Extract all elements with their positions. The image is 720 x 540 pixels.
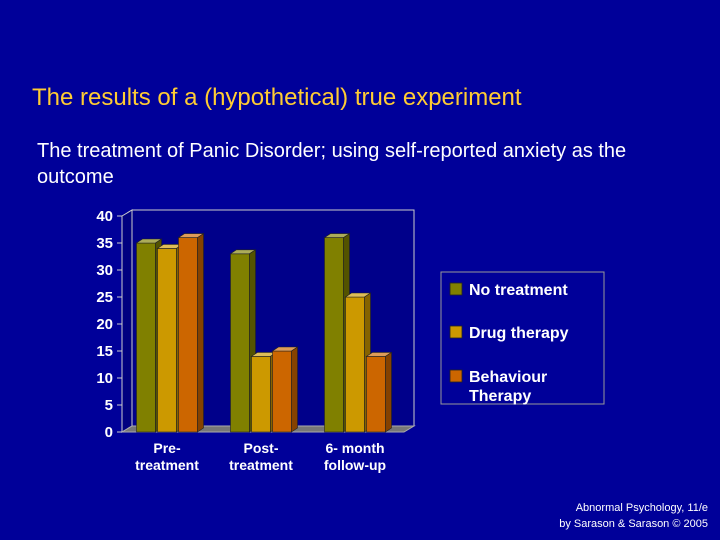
legend-label: Drug therapy xyxy=(469,325,569,342)
bar-front xyxy=(366,356,386,433)
x-category-label: follow-up xyxy=(324,457,386,473)
y-tick-label: 10 xyxy=(96,370,113,387)
credit: Abnormal Psychology, 11/e by Sarason & S… xyxy=(559,500,708,532)
bar-front xyxy=(157,248,177,433)
slide-subtitle: The treatment of Panic Disorder; using s… xyxy=(37,140,627,188)
legend-swatch xyxy=(449,369,463,383)
bar xyxy=(271,346,299,433)
legend-label: Therapy xyxy=(469,388,531,405)
credit-line-2: by Sarason & Sarason © 2005 xyxy=(559,518,708,530)
legend-label: No treatment xyxy=(469,282,568,299)
bar xyxy=(177,233,205,433)
bar-front xyxy=(345,296,365,433)
bar-front xyxy=(178,237,198,433)
y-tick-label: 40 xyxy=(96,208,113,225)
bar-front xyxy=(251,356,271,433)
legend-label: Behaviour xyxy=(469,369,547,386)
x-category-label: Pre- xyxy=(153,440,181,456)
x-category-label: 6- month xyxy=(325,440,384,456)
credit-line-1: Abnormal Psychology, 11/e xyxy=(575,502,708,514)
bar-side xyxy=(197,233,204,433)
bar xyxy=(250,351,278,433)
x-category-label: treatment xyxy=(135,457,199,473)
bar xyxy=(365,351,393,433)
bar-front xyxy=(272,350,292,433)
x-category-label: Post- xyxy=(244,440,279,456)
y-tick-label: 15 xyxy=(96,343,113,360)
bar-front xyxy=(230,253,250,433)
legend-swatch xyxy=(449,325,463,339)
y-tick-label: 20 xyxy=(96,316,113,333)
bar-front xyxy=(324,237,344,433)
bar-side xyxy=(291,346,298,433)
y-tick-label: 0 xyxy=(105,424,113,441)
slide-title: The results of a (hypothetical) true exp… xyxy=(32,84,522,111)
bar-side xyxy=(385,351,392,433)
x-category-label: treatment xyxy=(229,457,293,473)
bar-front xyxy=(136,242,156,433)
plot-side-wall xyxy=(121,209,133,433)
y-tick-label: 35 xyxy=(96,235,113,252)
legend-swatch xyxy=(449,282,463,296)
y-tick-label: 25 xyxy=(96,289,113,306)
legend-box xyxy=(440,271,605,405)
y-tick-label: 30 xyxy=(96,262,113,279)
y-tick-label: 5 xyxy=(105,397,113,414)
